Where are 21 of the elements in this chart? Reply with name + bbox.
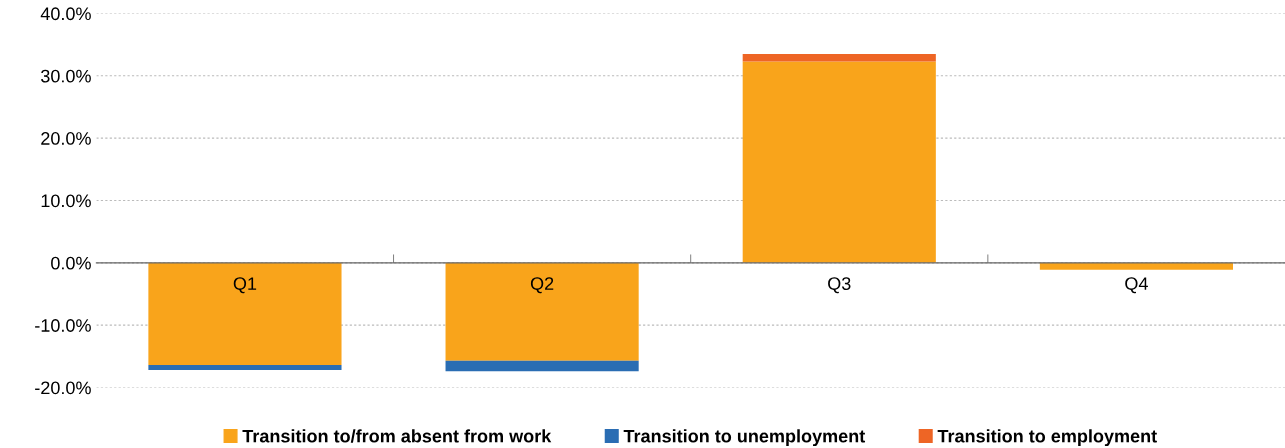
y-tick-label: 30.0% (41, 69, 91, 83)
legend-label: Transition to/from absent from work (242, 429, 552, 443)
bar (742, 61, 936, 263)
y-tick-label: -20.0% (35, 381, 91, 395)
legend-label: Transition to employment (937, 429, 1157, 447)
y-tick-label: 0.0% (51, 256, 91, 270)
bar (148, 262, 342, 366)
bar (445, 262, 639, 361)
legend-label: Transition to unemployment (623, 429, 866, 447)
bar (1039, 262, 1233, 270)
x-tick-label: Q1 (233, 277, 257, 294)
y-tick-label: -10.0% (35, 319, 91, 332)
y-tick-label: 20.0% (41, 132, 91, 145)
y-tick-label: 10.0% (41, 194, 91, 208)
x-tick-label: Q4 (1125, 277, 1148, 294)
x-tick-label: Q3 (828, 277, 851, 294)
y-tick-label: 40.0% (40, 7, 91, 21)
bar (445, 360, 639, 372)
x-tick-label: Q2 (530, 277, 554, 294)
bar (742, 53, 936, 62)
bar (148, 365, 342, 371)
